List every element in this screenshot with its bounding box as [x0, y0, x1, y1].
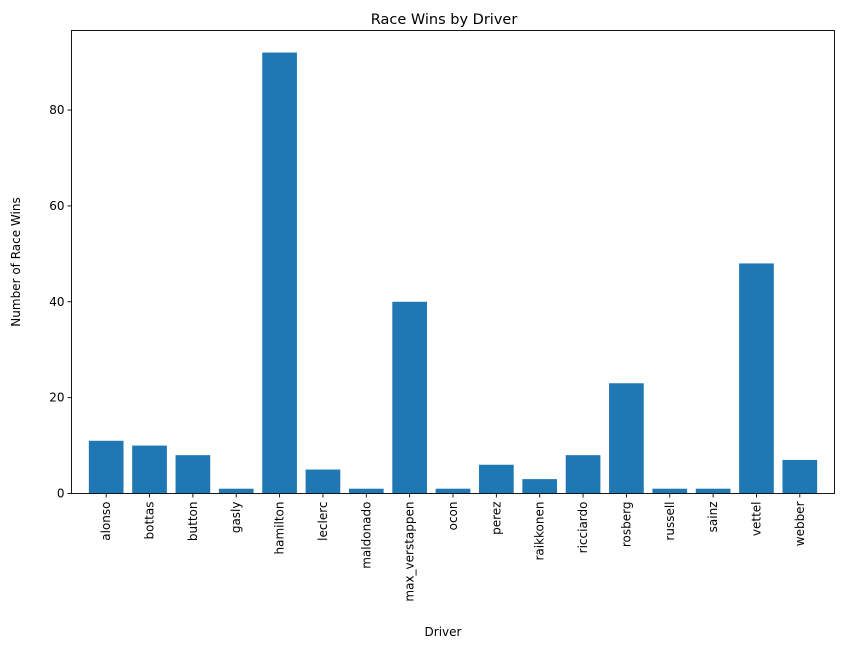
bar-max_verstappen: [392, 301, 427, 494]
bar-webber: [782, 459, 818, 494]
x-tick-label: raikkonen: [533, 502, 547, 561]
bar-perez: [479, 464, 514, 494]
bar-alonso: [88, 440, 124, 494]
bar-ricciardo: [565, 455, 601, 494]
x-tick-label: maldonado: [359, 502, 373, 569]
bar-vettel: [739, 263, 774, 494]
bar-leclerc: [305, 469, 341, 494]
y-axis-label: Number of Race Wins: [9, 197, 23, 326]
y-tick-label: 20: [49, 391, 64, 405]
x-tick-label: russell: [663, 502, 677, 541]
x-tick-label: sainz: [706, 502, 720, 533]
x-axis-label: Driver: [425, 625, 462, 639]
x-tick-label: vettel: [749, 502, 763, 537]
x-tick-label: button: [186, 502, 200, 542]
x-tick-label: hamilton: [273, 502, 287, 555]
x-tick-label: bottas: [143, 502, 157, 540]
plot-frame: [71, 30, 835, 494]
x-tick-label: perez: [489, 502, 503, 535]
bar-sainz: [695, 488, 731, 494]
y-tick-label: 80: [49, 103, 64, 117]
y-tick-label: 40: [49, 295, 64, 309]
bar-button: [175, 455, 211, 494]
x-tick-label: ocon: [446, 502, 460, 531]
chart-title: Race Wins by Driver: [371, 12, 518, 28]
bar-ocon: [435, 488, 471, 494]
x-axis: alonso bottas button gasly hamilton leclerc ma…: [99, 493, 807, 602]
bar-rosberg: [609, 383, 644, 494]
x-tick-label: ricciardo: [576, 502, 590, 554]
x-tick-label: leclerc: [316, 502, 330, 541]
x-tick-label: alonso: [99, 502, 113, 541]
bar-hamilton: [262, 52, 297, 494]
bar-russell: [652, 488, 688, 494]
y-axis: 0 20 40 60 80: [49, 103, 72, 501]
y-tick-label: 0: [57, 487, 65, 501]
x-tick-label: webber: [793, 501, 807, 546]
y-tick-label: 60: [49, 199, 64, 213]
bars-group: [88, 52, 818, 494]
x-tick-label: rosberg: [619, 502, 633, 548]
bar-raikkonen: [522, 479, 558, 494]
bar-maldonado: [348, 488, 384, 494]
x-tick-label: max_verstappen: [403, 502, 417, 602]
x-tick-label: gasly: [229, 502, 243, 534]
bar-bottas: [132, 445, 167, 494]
bar-gasly: [218, 488, 254, 494]
